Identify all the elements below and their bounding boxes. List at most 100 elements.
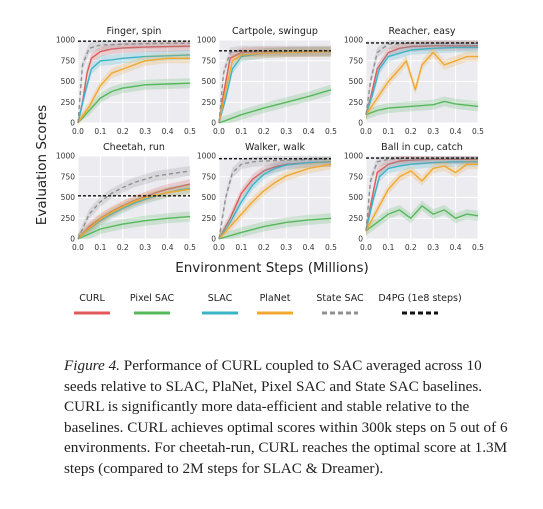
x-tick-label: 0.5 xyxy=(184,243,196,252)
legend-label: D4PG (1e8 steps) xyxy=(378,293,461,304)
series-line xyxy=(77,42,190,124)
y-tick-label: 500 xyxy=(202,193,217,202)
x-tick-label: 0.0 xyxy=(360,243,372,252)
panel-title: Walker, walk xyxy=(245,142,305,153)
x-tick-label: 0.4 xyxy=(303,243,315,252)
y-tick-label: 1000 xyxy=(197,152,216,161)
y-tick-label: 0 xyxy=(358,119,363,128)
y-tick-label: 750 xyxy=(61,172,76,181)
series-line xyxy=(77,215,191,240)
series-line xyxy=(365,45,478,115)
y-tick-label: 1000 xyxy=(344,36,363,45)
y-tick-label: 0 xyxy=(70,119,75,128)
y-tick-label: 500 xyxy=(349,193,364,202)
y-tick-label: 250 xyxy=(202,214,217,223)
series-band xyxy=(366,156,478,236)
y-tick-label: 750 xyxy=(202,56,217,65)
x-tick-label: 0.2 xyxy=(258,127,270,136)
y-tick-label: 250 xyxy=(61,214,76,223)
x-axis-label: Environment Steps (Millions) xyxy=(175,260,369,276)
panel-title: Cheetah, run xyxy=(103,142,165,153)
y-tick-label: 500 xyxy=(349,77,364,86)
panel-3: 0.0 0.1 0.2 0.3 0.4 0.5 0 250 500 750 1000 Reacher,… xyxy=(344,26,484,136)
x-tick-label: 0.0 xyxy=(213,243,225,252)
x-tick-label: 0.0 xyxy=(213,127,225,136)
y-tick-label: 0 xyxy=(70,235,75,244)
figure-chart-grid: 0.0 0.1 0.2 0.3 0.4 0.5 0 250 500 750 1000 Finger, … xyxy=(34,26,484,315)
x-tick-label: 0.0 xyxy=(360,127,372,136)
x-tick-label: 0.3 xyxy=(139,127,151,136)
series-line xyxy=(365,163,478,232)
x-tick-label: 0.4 xyxy=(162,243,174,252)
x-tick-label: 0.1 xyxy=(382,243,394,252)
x-tick-label: 0.3 xyxy=(280,127,292,136)
series-line xyxy=(77,57,190,124)
x-tick-label: 0.2 xyxy=(117,243,129,252)
series-band xyxy=(78,53,190,123)
series-band xyxy=(78,50,190,123)
y-tick-label: 500 xyxy=(61,77,76,86)
x-tick-label: 0.4 xyxy=(450,127,462,136)
x-tick-label: 0.4 xyxy=(450,243,462,252)
x-tick-label: 0.2 xyxy=(117,127,129,136)
series-band xyxy=(366,159,478,236)
series-line xyxy=(218,50,332,124)
legend-label: SLAC xyxy=(208,293,233,304)
x-tick-label: 0.1 xyxy=(94,243,106,252)
series-line xyxy=(77,188,191,240)
x-tick-label: 0.1 xyxy=(382,127,394,136)
series-band xyxy=(366,200,478,236)
series-line xyxy=(218,89,332,124)
series-line xyxy=(218,50,331,124)
series-band xyxy=(78,183,190,239)
series-line xyxy=(77,170,191,240)
series-line xyxy=(218,161,332,240)
y-tick-label: 0 xyxy=(211,119,216,128)
x-tick-label: 0.2 xyxy=(405,243,417,252)
y-tick-label: 0 xyxy=(358,235,363,244)
x-tick-label: 0.0 xyxy=(72,127,84,136)
series-line xyxy=(365,157,478,231)
x-tick-label: 0.4 xyxy=(303,127,315,136)
x-tick-label: 0.5 xyxy=(184,127,196,136)
series-line xyxy=(218,217,332,240)
x-tick-label: 0.5 xyxy=(325,127,337,136)
series-line xyxy=(218,158,332,240)
series-band xyxy=(78,40,190,123)
panel-5: 0.0 0.1 0.2 0.3 0.4 0.5 0 250 500 750 1000 Walker, … xyxy=(197,142,337,252)
series-band xyxy=(78,41,190,124)
y-tick-label: 500 xyxy=(202,77,217,86)
y-tick-label: 250 xyxy=(61,98,76,107)
series-line xyxy=(365,205,479,232)
legend: CURL Pixel SAC SLAC PlaNet State SAC D4PG (1e… xyxy=(74,293,462,315)
series-line xyxy=(365,158,478,231)
caption-lead: Figure 4. xyxy=(64,357,120,374)
y-tick-label: 250 xyxy=(349,214,364,223)
x-tick-label: 0.3 xyxy=(427,243,439,252)
series-band xyxy=(366,47,478,120)
series-band xyxy=(366,40,478,120)
y-tick-label: 1000 xyxy=(344,152,363,161)
series-band xyxy=(219,156,331,239)
y-axis-label: Evaluation Scores xyxy=(34,105,50,225)
series-band xyxy=(219,159,331,239)
x-tick-label: 0.5 xyxy=(472,243,484,252)
x-tick-label: 0.4 xyxy=(162,127,174,136)
x-tick-label: 0.3 xyxy=(280,243,292,252)
panel-1: 0.0 0.1 0.2 0.3 0.4 0.5 0 250 500 750 1000 Finger, … xyxy=(56,26,196,136)
x-tick-label: 0.1 xyxy=(235,243,247,252)
panel-6: 0.0 0.1 0.2 0.3 0.4 0.5 0 250 500 750 1000 Ball in … xyxy=(344,142,484,252)
series-line xyxy=(365,100,479,116)
legend-label: PlaNet xyxy=(260,293,291,304)
x-tick-label: 0.3 xyxy=(139,243,151,252)
legend-label: Pixel SAC xyxy=(130,293,175,304)
legend-label: State SAC xyxy=(316,293,364,304)
figure-caption: Figure 4. Performance of CURL coupled to… xyxy=(64,356,512,480)
series-line xyxy=(77,82,191,124)
series-band xyxy=(219,46,331,123)
x-tick-label: 0.2 xyxy=(405,127,417,136)
panel-title: Cartpole, swingup xyxy=(232,26,318,37)
x-tick-label: 0.1 xyxy=(94,127,106,136)
series-line xyxy=(77,183,191,240)
x-tick-label: 0.2 xyxy=(258,243,270,252)
